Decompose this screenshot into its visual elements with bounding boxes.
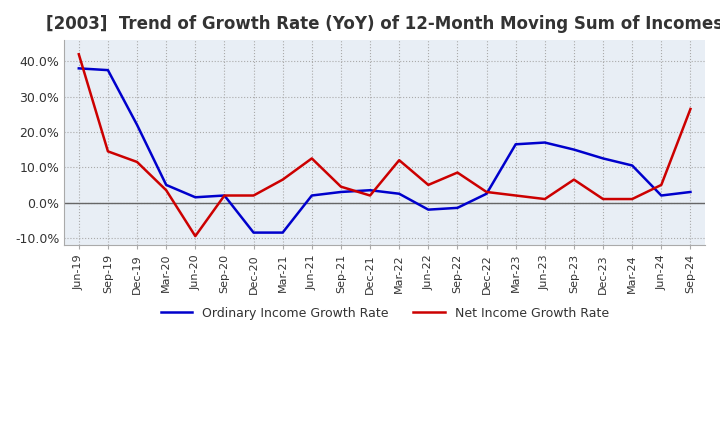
Ordinary Income Growth Rate [366,187,374,193]
Ordinary Income Growth Rate [599,156,608,161]
Net Income Growth Rate [628,196,636,202]
Legend: Ordinary Income Growth Rate, Net Income Growth Rate: Ordinary Income Growth Rate, Net Income … [156,302,613,325]
Net Income Growth Rate [191,234,199,239]
Ordinary Income Growth Rate [132,122,141,128]
Ordinary Income Growth Rate [162,182,171,187]
Net Income Growth Rate [686,106,695,112]
Net Income Growth Rate [220,193,229,198]
Ordinary Income Growth Rate [249,230,258,235]
Ordinary Income Growth Rate [395,191,403,196]
Ordinary Income Growth Rate [541,140,549,145]
Net Income Growth Rate [657,182,665,187]
Ordinary Income Growth Rate [104,67,112,73]
Ordinary Income Growth Rate [570,147,578,152]
Ordinary Income Growth Rate [657,193,665,198]
Net Income Growth Rate [570,177,578,182]
Ordinary Income Growth Rate [424,207,433,212]
Net Income Growth Rate [599,196,608,202]
Net Income Growth Rate [162,187,171,193]
Line: Ordinary Income Growth Rate: Ordinary Income Growth Rate [78,68,690,233]
Ordinary Income Growth Rate [74,66,83,71]
Net Income Growth Rate [424,182,433,187]
Net Income Growth Rate [511,193,520,198]
Ordinary Income Growth Rate [191,194,199,200]
Ordinary Income Growth Rate [220,193,229,198]
Net Income Growth Rate [104,149,112,154]
Net Income Growth Rate [249,193,258,198]
Net Income Growth Rate [132,159,141,165]
Ordinary Income Growth Rate [307,193,316,198]
Net Income Growth Rate [366,193,374,198]
Net Income Growth Rate [453,170,462,175]
Ordinary Income Growth Rate [453,205,462,210]
Ordinary Income Growth Rate [511,142,520,147]
Net Income Growth Rate [279,177,287,182]
Net Income Growth Rate [337,184,346,189]
Ordinary Income Growth Rate [686,189,695,194]
Ordinary Income Growth Rate [337,189,346,194]
Ordinary Income Growth Rate [628,163,636,168]
Net Income Growth Rate [307,156,316,161]
Net Income Growth Rate [482,189,491,194]
Ordinary Income Growth Rate [279,230,287,235]
Net Income Growth Rate [395,158,403,163]
Ordinary Income Growth Rate [482,191,491,196]
Net Income Growth Rate [541,196,549,202]
Line: Net Income Growth Rate: Net Income Growth Rate [78,54,690,236]
Title: [2003]  Trend of Growth Rate (YoY) of 12-Month Moving Sum of Incomes: [2003] Trend of Growth Rate (YoY) of 12-… [46,15,720,33]
Net Income Growth Rate [74,51,83,57]
